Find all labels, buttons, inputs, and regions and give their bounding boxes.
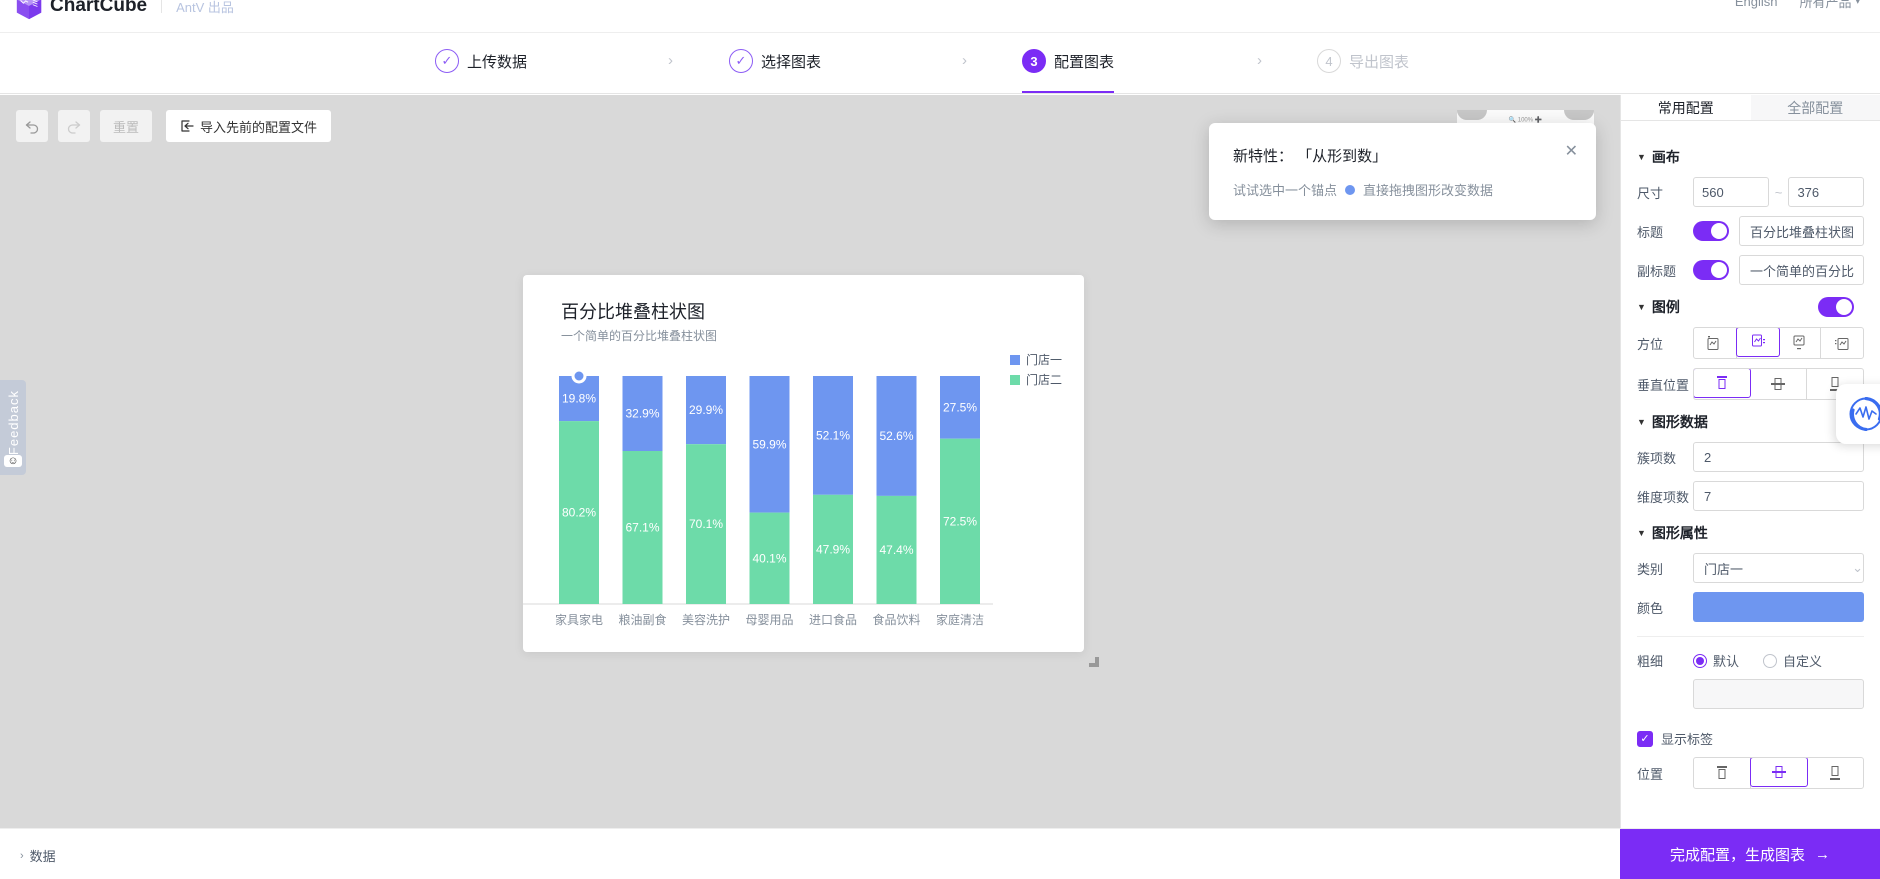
svg-text:67.1%: 67.1% [625,521,659,535]
svg-text:52.6%: 52.6% [879,429,913,443]
svg-text:59.9%: 59.9% [752,437,786,451]
svg-text:19.8%: 19.8% [562,392,596,406]
svg-text:29.9%: 29.9% [689,403,723,417]
svg-text:27.5%: 27.5% [943,400,977,414]
svg-text:70.1%: 70.1% [689,517,723,531]
svg-text:40.1%: 40.1% [752,551,786,565]
svg-text:72.5%: 72.5% [943,514,977,528]
svg-text:美容洗护: 美容洗护 [682,612,730,627]
svg-text:门店一: 门店一 [1026,352,1062,367]
svg-text:进口食品: 进口食品 [809,612,857,627]
svg-text:47.9%: 47.9% [816,542,850,556]
svg-text:47.4%: 47.4% [879,543,913,557]
svg-text:母婴用品: 母婴用品 [745,613,793,627]
svg-text:32.9%: 32.9% [625,407,659,421]
svg-text:家具家电: 家具家电 [555,612,603,627]
svg-text:80.2%: 80.2% [562,506,596,520]
svg-text:家庭清洁: 家庭清洁 [936,612,984,627]
svg-text:食品饮料: 食品饮料 [872,612,920,627]
svg-text:粮油副食: 粮油副食 [618,612,666,627]
svg-text:52.1%: 52.1% [816,428,850,442]
svg-text:门店二: 门店二 [1026,372,1062,387]
